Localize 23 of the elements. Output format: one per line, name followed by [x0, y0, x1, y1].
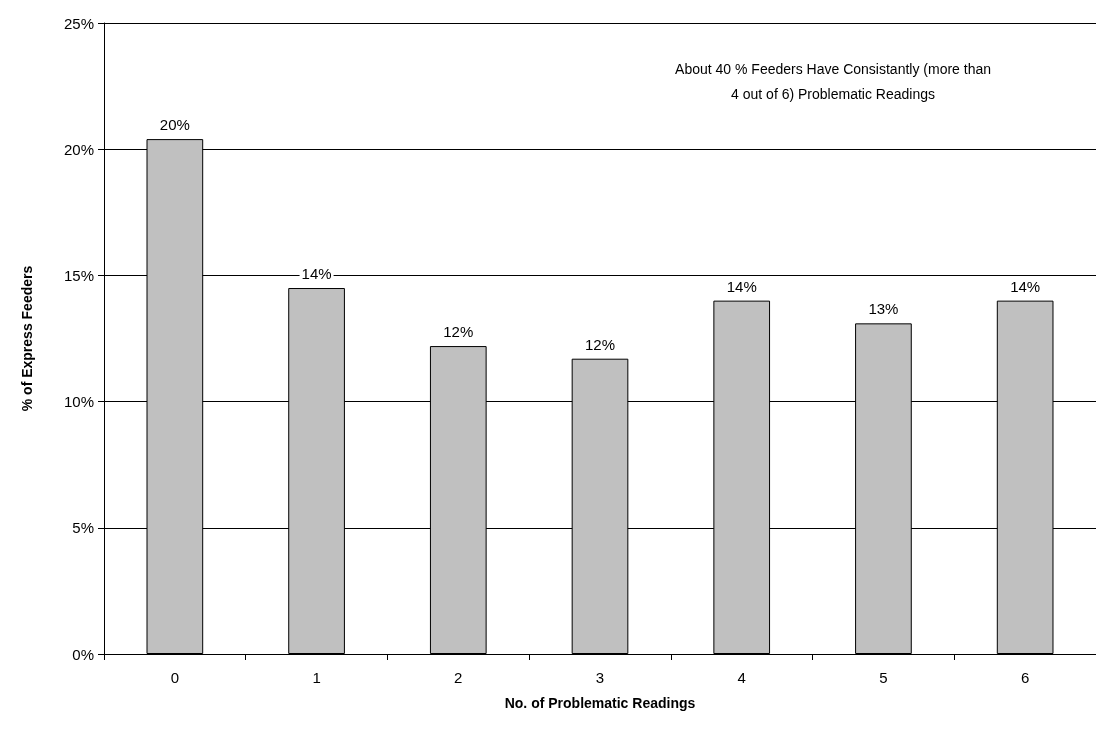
y-tick-label: 25% — [63, 14, 94, 32]
x-tick-label: 6 — [1020, 669, 1030, 686]
x-tick-label: 5 — [879, 669, 888, 686]
data-label: 13% — [868, 300, 899, 318]
y-tick-label: 5% — [72, 519, 94, 537]
data-label: 14% — [726, 277, 757, 295]
x-tick-label: 4 — [737, 669, 746, 686]
y-tick-label: 10% — [63, 393, 94, 411]
x-axis-title: No. of Problematic Readings — [504, 695, 696, 711]
annotation: About 40 % Feeders Have Consistantly (more than 4 out of 6) Problematic Readings — [675, 60, 991, 102]
y-axis-title: % of Express Feeders — [19, 265, 35, 412]
data-label: 14% — [301, 265, 332, 283]
x-tick-label: 2 — [454, 669, 463, 686]
data-label: 12% — [584, 335, 616, 353]
y-tick-label: 15% — [63, 266, 94, 284]
x-tick-label: 1 — [312, 669, 321, 686]
data-label: 12% — [443, 323, 474, 341]
y-tick-label: 0% — [72, 645, 94, 663]
y-tick-label: 20% — [63, 140, 94, 158]
data-label: 20% — [159, 116, 190, 134]
x-tick-label: 3 — [595, 669, 605, 686]
data-label: 14% — [1010, 277, 1041, 295]
x-tick-label: 0 — [170, 669, 180, 686]
